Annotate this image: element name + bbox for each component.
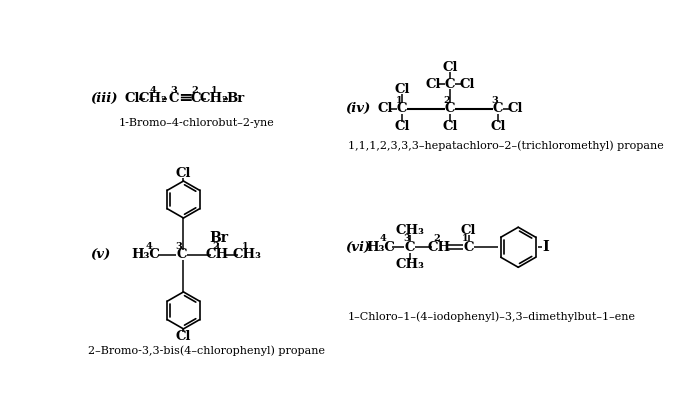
Text: Cl: Cl bbox=[491, 120, 506, 133]
Text: 2–Bromo-3,3-bis(4–chlorophenyl) propane: 2–Bromo-3,3-bis(4–chlorophenyl) propane bbox=[88, 346, 325, 356]
Text: C: C bbox=[445, 77, 456, 91]
Text: (iv): (iv) bbox=[346, 102, 371, 115]
Text: C: C bbox=[445, 102, 456, 115]
Text: H₃C: H₃C bbox=[132, 248, 160, 262]
Text: CH₂: CH₂ bbox=[138, 92, 167, 105]
Text: C: C bbox=[397, 102, 407, 115]
Text: 2: 2 bbox=[443, 96, 450, 104]
Text: Br: Br bbox=[226, 92, 245, 105]
Text: I: I bbox=[542, 240, 549, 254]
Text: 2: 2 bbox=[191, 86, 198, 96]
Text: CH₃: CH₃ bbox=[396, 258, 424, 271]
Text: Cl: Cl bbox=[460, 77, 475, 91]
Text: 1-Bromo–4-chlorobut–2-yne: 1-Bromo–4-chlorobut–2-yne bbox=[119, 118, 274, 128]
Text: C: C bbox=[177, 248, 187, 262]
Text: 1: 1 bbox=[396, 96, 402, 104]
Text: Cl: Cl bbox=[176, 330, 191, 343]
Text: 4: 4 bbox=[146, 242, 153, 251]
Text: Cl: Cl bbox=[442, 120, 458, 133]
Text: Cl: Cl bbox=[461, 224, 477, 237]
Text: 2: 2 bbox=[212, 242, 218, 251]
Text: CH₂: CH₂ bbox=[200, 92, 228, 105]
Text: CH₃: CH₃ bbox=[233, 248, 262, 262]
Text: 2: 2 bbox=[433, 234, 440, 243]
Text: 3: 3 bbox=[491, 96, 498, 104]
Text: Cl: Cl bbox=[125, 92, 140, 105]
Text: 1: 1 bbox=[462, 234, 469, 243]
Text: H₃C: H₃C bbox=[366, 241, 395, 254]
Text: Br: Br bbox=[209, 231, 228, 245]
Text: ≡: ≡ bbox=[178, 90, 192, 107]
Text: C: C bbox=[464, 241, 474, 254]
Text: C: C bbox=[169, 92, 179, 105]
Text: (iii): (iii) bbox=[90, 92, 118, 105]
Text: CH: CH bbox=[206, 248, 229, 262]
Text: 4: 4 bbox=[380, 234, 387, 243]
Text: Cl: Cl bbox=[176, 167, 191, 180]
Text: 1,1,1,2,3,3,3–hepatachloro–2–(trichloromethyl) propane: 1,1,1,2,3,3,3–hepatachloro–2–(trichlorom… bbox=[348, 141, 663, 151]
Text: 4: 4 bbox=[150, 86, 156, 96]
Text: Cl: Cl bbox=[394, 120, 410, 133]
Text: CH: CH bbox=[427, 241, 451, 254]
Text: Cl: Cl bbox=[394, 83, 410, 96]
Text: C: C bbox=[404, 241, 415, 254]
Text: 1: 1 bbox=[211, 86, 218, 96]
Text: 1–Chloro–1–(4–iodophenyl)–3,3–dimethylbut–1–ene: 1–Chloro–1–(4–iodophenyl)–3,3–dimethylbu… bbox=[348, 311, 636, 322]
Text: C: C bbox=[191, 92, 201, 105]
Text: Cl: Cl bbox=[425, 77, 441, 91]
Text: (v): (v) bbox=[90, 248, 111, 262]
Text: CH₃: CH₃ bbox=[396, 224, 424, 237]
Text: 3: 3 bbox=[175, 242, 182, 251]
Text: Cl: Cl bbox=[442, 61, 458, 74]
Text: Cl: Cl bbox=[508, 102, 523, 115]
Text: Cl: Cl bbox=[377, 102, 393, 115]
Text: (vi): (vi) bbox=[346, 241, 371, 254]
Text: 1: 1 bbox=[242, 242, 249, 251]
Text: 3: 3 bbox=[170, 86, 177, 96]
Text: 3: 3 bbox=[403, 234, 410, 243]
Text: C: C bbox=[493, 102, 503, 115]
